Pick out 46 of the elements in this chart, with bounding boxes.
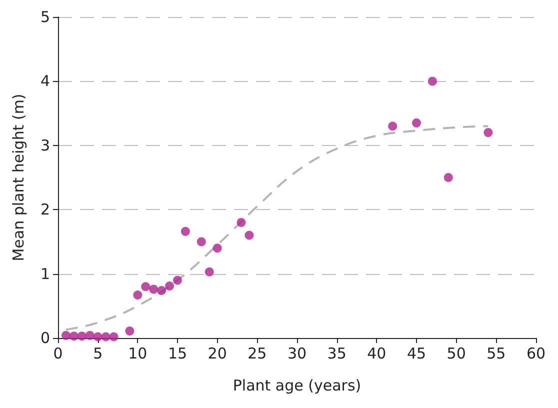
point (133, 290, 142, 300)
x-tick-label: 55 (486, 344, 506, 362)
x-tick-label: 10 (128, 344, 148, 362)
x-tick-label: 45 (406, 344, 426, 362)
point (109, 332, 118, 342)
point (101, 332, 110, 342)
point (236, 218, 246, 227)
x-tick-label: 20 (208, 344, 227, 362)
y-tick-label: 1 (40, 264, 50, 283)
y-tick-label: 4 (40, 72, 50, 90)
x-tick-label: 60 (526, 344, 546, 362)
point (444, 173, 453, 182)
point (77, 332, 86, 341)
x-tick-label: 50 (446, 344, 466, 362)
y-axis-title: Mean plant height (m) (10, 94, 28, 262)
y-tick-label: 3 (40, 136, 50, 154)
point (484, 128, 493, 138)
point (165, 282, 174, 290)
x-tick-label: 15 (168, 344, 188, 362)
x-tick-label: 0 (53, 344, 63, 362)
x-tick-label: 30 (287, 344, 307, 362)
point (428, 76, 437, 86)
point (388, 122, 398, 131)
point (125, 326, 134, 336)
x-tick-label: 40 (367, 344, 386, 362)
point (93, 332, 102, 342)
y-tick-label: 5 (40, 8, 50, 26)
point (244, 230, 254, 240)
x-tick-label: 5 (93, 344, 103, 362)
x-axis-title: Plant age (years) (232, 376, 362, 394)
point (180, 226, 190, 236)
point (412, 118, 421, 128)
x-tick-label: 25 (248, 344, 267, 362)
point (196, 237, 206, 246)
point (149, 284, 158, 294)
point (157, 286, 166, 295)
point (173, 276, 182, 285)
point (85, 330, 94, 340)
point (212, 244, 222, 253)
y-tick-label: 0 (40, 329, 50, 347)
x-tick-label: 35 (327, 344, 346, 362)
point (61, 330, 70, 340)
point (69, 332, 78, 341)
point (141, 282, 150, 292)
y-tick-label: 2 (40, 200, 50, 219)
point (204, 267, 214, 276)
